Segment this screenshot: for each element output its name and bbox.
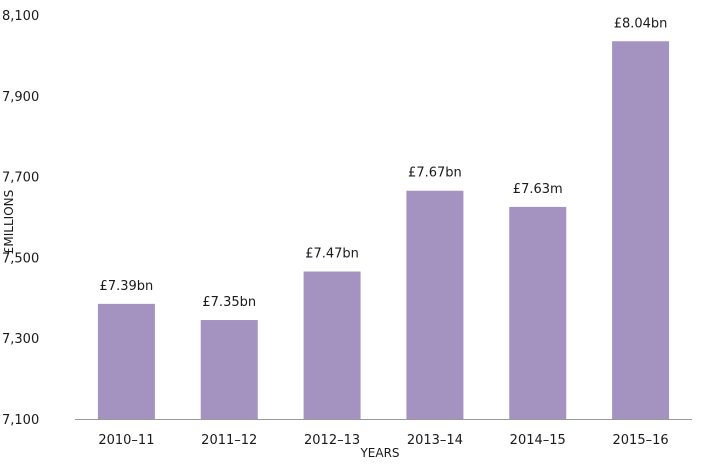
y-tick-label: 8,100 (2, 9, 39, 24)
bar (97, 303, 155, 419)
y-axis-ticks: 7,100 7,300 7,500 7,700 7,900 8,100 (2, 9, 39, 428)
bar-value-label: £7.35bn (202, 295, 256, 310)
y-axis-title: £MILLIONS (2, 190, 16, 254)
bar (612, 41, 670, 419)
bar (303, 271, 361, 419)
x-tick-label: 2010–11 (98, 433, 154, 448)
bar (509, 206, 567, 419)
x-axis-labels: 2010–11 2011–12 2012–13 2013–14 2014–15 2015–… (98, 433, 668, 448)
x-axis-title: YEARS (359, 446, 399, 460)
y-tick-label: 7,300 (2, 332, 39, 347)
x-tick-label: 2012–13 (304, 433, 360, 448)
y-tick-label: 7,700 (2, 171, 39, 186)
y-tick-label: 7,100 (2, 413, 39, 428)
x-tick-label: 2013–14 (407, 433, 463, 448)
x-tick-label: 2011–12 (201, 433, 257, 448)
y-tick-label: 7,500 (2, 251, 39, 266)
bar (406, 190, 464, 419)
x-tick-label: 2014–15 (510, 433, 566, 448)
x-tick-label: 2015–16 (613, 433, 669, 448)
bar (200, 320, 258, 419)
y-tick-label: 7,900 (2, 90, 39, 105)
bar-value-label: £7.47bn (305, 247, 359, 262)
bar-value-label: £7.39bn (100, 279, 154, 294)
bar-value-label: £7.63m (513, 182, 563, 197)
bar-value-label: £7.67bn (408, 166, 462, 181)
data-labels: £7.39bn £7.35bn £7.47bn £7.67bn £7.63m £8.04b… (100, 16, 668, 310)
bars (97, 41, 670, 419)
bar-value-label: £8.04bn (614, 16, 668, 31)
